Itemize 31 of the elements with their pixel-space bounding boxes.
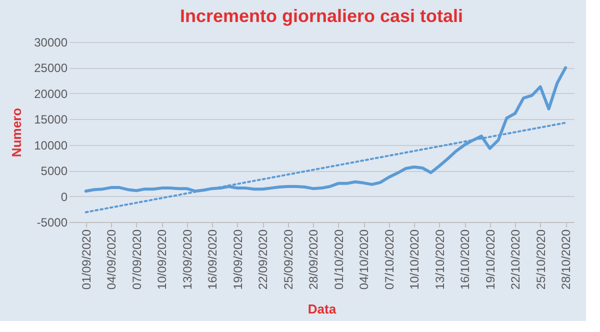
x-tick-label: 10/10/2020	[408, 229, 422, 290]
y-tick-label: -5000	[36, 216, 68, 230]
x-tick-label: 13/10/2020	[432, 229, 447, 290]
x-tick-label: 07/10/2020	[382, 229, 396, 290]
x-tick-label: 28/10/2020	[559, 229, 574, 290]
x-tick-label: 16/09/2020	[206, 229, 220, 290]
y-tick-label: 30000	[34, 36, 68, 50]
x-tick-label: 19/09/2020	[230, 229, 245, 290]
x-axis-title: Data	[308, 302, 337, 317]
x-tick-label: 19/10/2020	[483, 229, 498, 290]
x-tick-label: 04/09/2020	[104, 229, 119, 290]
y-tick-label: 5000	[40, 164, 68, 178]
y-tick-label: 0	[60, 190, 68, 204]
x-tick-label: 04/10/2020	[357, 229, 372, 290]
x-tick-label: 25/10/2020	[534, 229, 548, 290]
y-axis-title: Numero	[9, 108, 24, 158]
x-tick-label: 16/10/2020	[458, 229, 472, 290]
y-tick-label: 15000	[34, 112, 68, 127]
x-tick-label: 13/09/2020	[180, 229, 194, 290]
x-tick-label: 28/09/2020	[306, 229, 321, 290]
y-tick-label: 20000	[34, 86, 68, 101]
x-tick-label: 07/09/2020	[130, 229, 144, 290]
y-tick-label: 25000	[34, 61, 68, 76]
y-tick-label: 10000	[34, 138, 68, 152]
x-tick-label: 22/09/2020	[256, 229, 270, 290]
x-tick-label: 01/10/2020	[332, 229, 346, 290]
x-tick-label: 01/09/2020	[79, 229, 94, 290]
x-tick-label: 22/10/2020	[508, 229, 523, 290]
x-tick-label: 10/09/2020	[155, 229, 170, 290]
x-tick-label: 25/09/2020	[281, 229, 296, 290]
chart-title: Incremento giornaliero casi totali	[180, 6, 464, 26]
